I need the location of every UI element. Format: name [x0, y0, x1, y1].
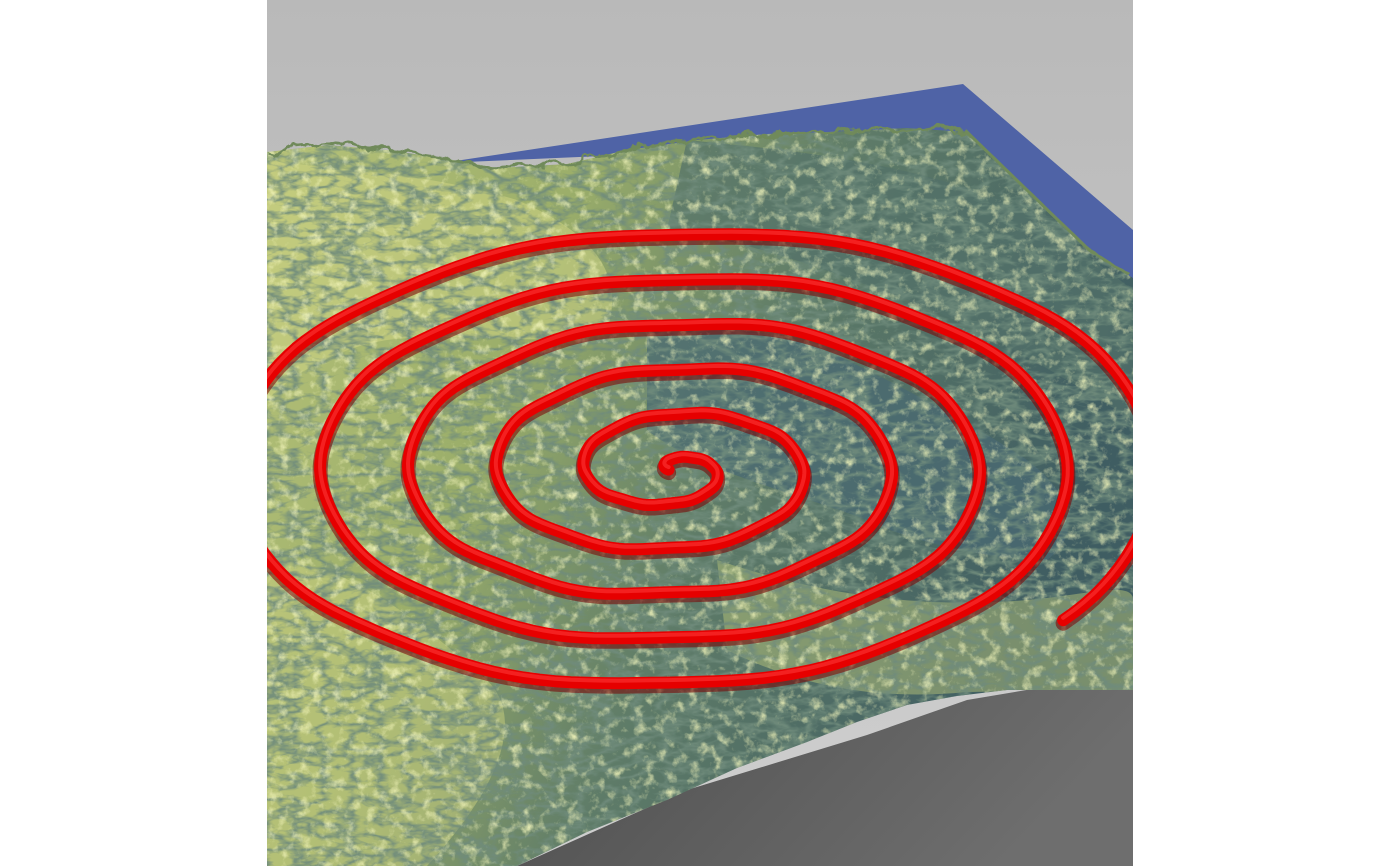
spiral-path — [267, 228, 1133, 694]
rendered-3d-scene — [267, 0, 1133, 866]
terrain-horizon — [267, 126, 1133, 280]
spiral-tube-layer-2 — [267, 229, 1133, 683]
base-slab — [517, 672, 1133, 866]
